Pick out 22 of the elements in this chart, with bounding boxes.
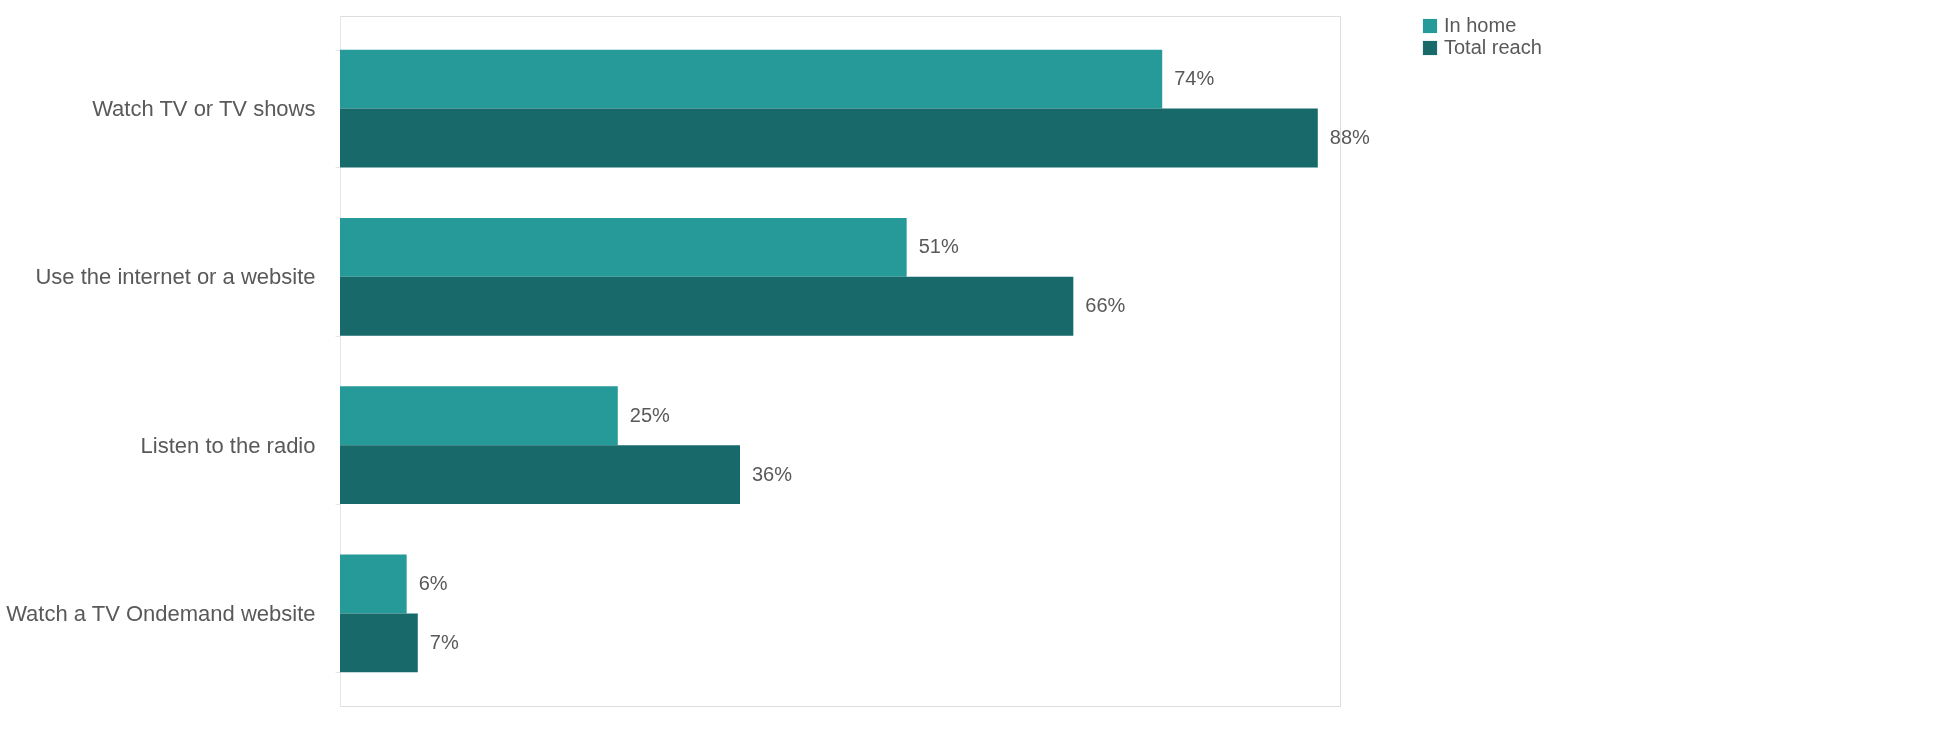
data-label: 74% — [1174, 67, 1215, 90]
legend-label: Total reach — [1444, 36, 1542, 58]
y-tick-label: Use the internet or a website — [35, 264, 316, 290]
data-label: 36% — [752, 462, 793, 485]
y-tick-label: Listen to the radio — [140, 432, 316, 458]
bar — [340, 49, 1163, 109]
bar — [340, 108, 1318, 168]
bar — [340, 613, 418, 673]
bar — [340, 554, 407, 614]
data-label: 88% — [1329, 126, 1371, 149]
bar — [340, 217, 907, 277]
bar — [340, 276, 1074, 336]
legend-label: In home — [1444, 14, 1517, 36]
data-label: 6% — [418, 571, 448, 594]
data-label: 51% — [918, 235, 959, 258]
bar — [340, 445, 740, 505]
y-tick-label: Watch a TV Ondemand website — [6, 600, 316, 626]
bar — [340, 386, 618, 446]
y-tick-label: Watch TV or TV shows — [92, 96, 316, 122]
data-label: 66% — [1085, 294, 1126, 317]
data-label: 7% — [429, 630, 459, 653]
data-label: 25% — [629, 403, 671, 426]
